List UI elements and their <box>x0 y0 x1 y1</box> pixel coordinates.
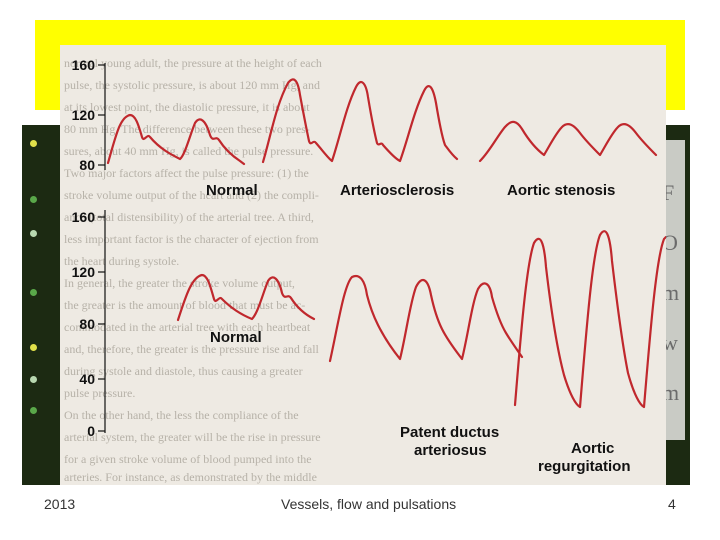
bg-text-line: stroke volume output of the heart and (2… <box>64 188 319 202</box>
arteriosclerosis-curve <box>261 78 459 164</box>
label-patent-ductus: Patent ductus <box>400 424 499 441</box>
bg-text-line: In general, the greater the stroke volum… <box>64 276 295 290</box>
bg-text-line: normal young adult, the pressure at the … <box>64 56 322 70</box>
tick-label: 120 <box>72 107 96 123</box>
bullet-marker <box>30 140 37 147</box>
bottom-axis <box>98 210 106 433</box>
bg-text-line: sures, about 40 mm Hg, is called the pul… <box>64 144 313 158</box>
bg-text-line: commodated in the arterial tree with eac… <box>64 320 311 334</box>
bullet-marker <box>30 230 37 237</box>
footer-title: Vessels, flow and pulsations <box>281 496 457 512</box>
tick-label: 120 <box>72 264 96 280</box>
tick-label: 160 <box>72 57 96 73</box>
bg-text-line: ance (total distensibility) of the arter… <box>64 210 314 224</box>
bullet-marker <box>30 196 37 203</box>
tick-label: 80 <box>79 157 95 173</box>
background-text: normal young adult, the pressure at the … <box>64 56 322 484</box>
bg-text-line: the heart during systole. <box>64 254 179 268</box>
bg-text-line: during systole and diastole, thus causin… <box>64 364 303 378</box>
bottom-curves <box>176 230 666 409</box>
tick-label: 80 <box>79 316 95 332</box>
bg-text-line: Two major factors affect the pulse press… <box>64 166 309 180</box>
bg-text-line: On the other hand, the less the complian… <box>64 408 299 422</box>
normal-pressure-curve <box>106 113 246 166</box>
label-regurgitation: regurgitation <box>538 458 631 475</box>
bg-text-line: arterial system, the greater will be the… <box>64 430 321 444</box>
pressure-contours-svg: normal young adult, the pressure at the … <box>64 56 666 484</box>
bg-text-line: at its lowest point, the diastolic press… <box>64 100 310 114</box>
bullet-marker <box>30 289 37 296</box>
tick-label: 160 <box>72 209 96 225</box>
pulse-pressure-figure: normal young adult, the pressure at the … <box>60 45 666 485</box>
bg-text-line: 80 mm Hg. The difference between these t… <box>64 122 310 136</box>
label-arteriosus: arteriosus <box>414 442 487 459</box>
bullet-marker <box>30 376 37 383</box>
label-arteriosclerosis: Arteriosclerosis <box>340 182 454 199</box>
bg-text-line: and, therefore, the greater is the press… <box>64 342 320 356</box>
bg-text-line: less important factor is the character o… <box>64 232 319 246</box>
normal-pressure-curve-bottom <box>176 273 316 322</box>
bg-text-line: the greater is the amount of blood that … <box>64 298 305 312</box>
patent-ductus-arteriosus-curve <box>328 274 524 363</box>
footer-page-number: 4 <box>668 496 676 512</box>
tick-label: 40 <box>79 371 95 387</box>
bullet-marker <box>30 407 37 414</box>
bg-text-line: pulse pressure. <box>64 386 135 400</box>
bg-text-line: arteries. For instance, as demonstrated … <box>64 470 317 484</box>
aortic-stenosis-curve <box>478 120 658 163</box>
tick-label: 0 <box>87 423 95 439</box>
label-aortic-stenosis: Aortic stenosis <box>507 182 615 199</box>
top-curves <box>106 78 658 166</box>
footer-year: 2013 <box>44 496 76 512</box>
label-normal-bottom: Normal <box>210 329 262 346</box>
aortic-regurgitation-curve <box>513 230 666 409</box>
bg-text-line: pulse, the systolic pressure, is about 1… <box>64 78 320 92</box>
label-aortic: Aortic <box>571 440 614 457</box>
label-normal-top: Normal <box>206 182 258 199</box>
bg-text-line: for a given stroke volume of blood pumpe… <box>64 452 312 466</box>
bullet-marker <box>30 344 37 351</box>
top-axis <box>98 63 106 170</box>
